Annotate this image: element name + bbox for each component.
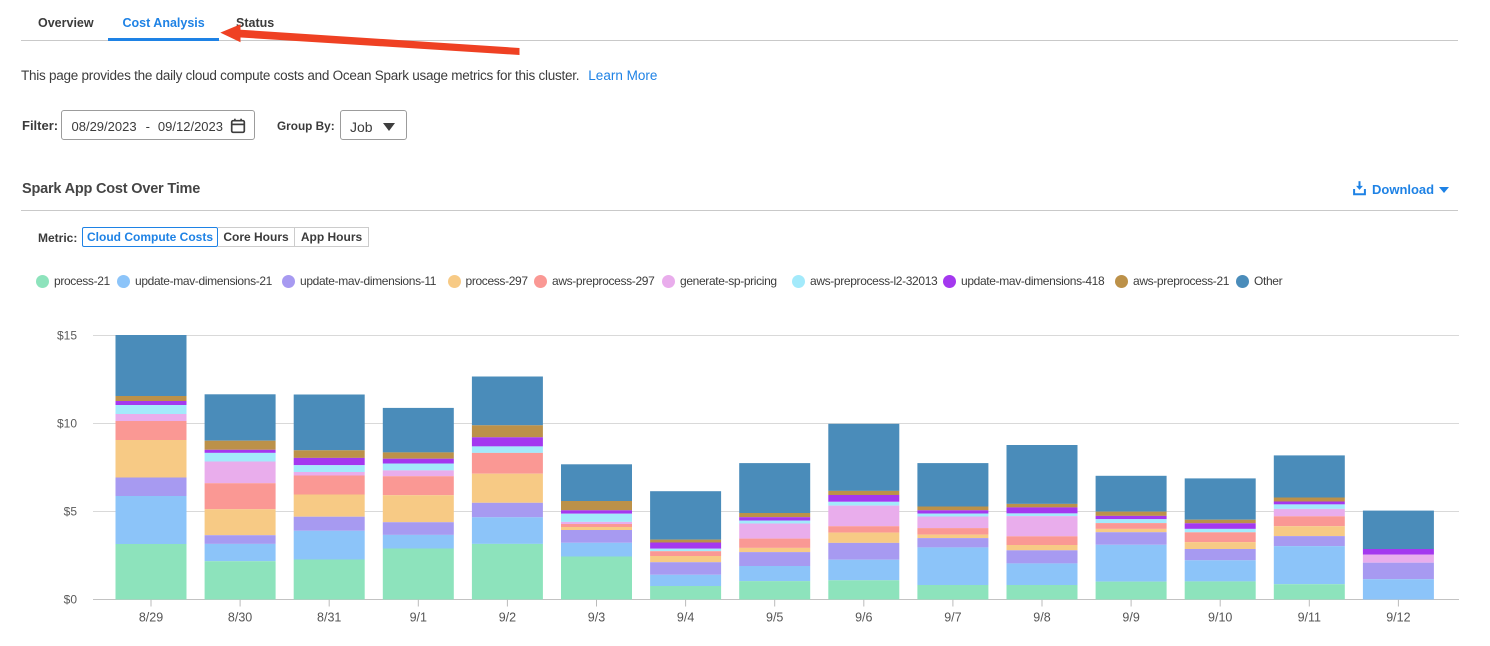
svg-text:9/1: 9/1 (410, 611, 427, 625)
svg-text:9/2: 9/2 (499, 611, 516, 625)
svg-text:9/11: 9/11 (1298, 611, 1321, 625)
svg-text:9/8: 9/8 (1033, 611, 1050, 625)
svg-text:$10: $10 (57, 417, 77, 431)
svg-text:9/7: 9/7 (944, 611, 961, 625)
svg-text:9/12: 9/12 (1386, 611, 1410, 625)
svg-text:9/4: 9/4 (677, 611, 694, 625)
svg-text:$15: $15 (57, 329, 77, 343)
svg-text:9/10: 9/10 (1208, 611, 1232, 625)
svg-text:8/30: 8/30 (228, 611, 252, 625)
svg-text:9/5: 9/5 (766, 611, 783, 625)
svg-text:$0: $0 (64, 593, 78, 607)
svg-text:$5: $5 (64, 505, 78, 519)
svg-text:9/6: 9/6 (855, 611, 872, 625)
svg-text:8/29: 8/29 (139, 611, 163, 625)
svg-text:9/9: 9/9 (1122, 611, 1139, 625)
svg-text:9/3: 9/3 (588, 611, 605, 625)
svg-text:8/31: 8/31 (317, 611, 341, 625)
